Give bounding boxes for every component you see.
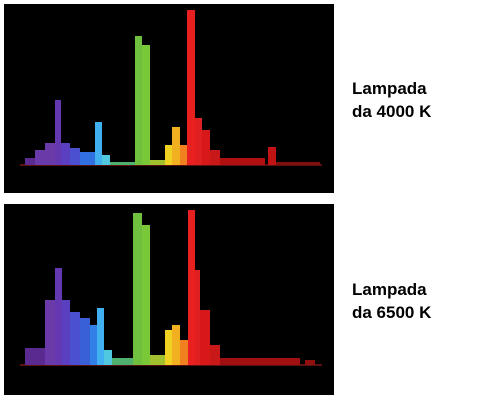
spectral-band <box>195 270 200 365</box>
spectral-band <box>188 210 195 365</box>
spectral-band <box>150 355 165 365</box>
spectral-band <box>45 143 55 165</box>
spectral-band <box>142 45 150 165</box>
spectrum <box>25 10 320 165</box>
spectrum-panel <box>4 204 334 395</box>
spectral-band <box>112 358 133 365</box>
spectrum-panel <box>4 4 334 193</box>
panel-background <box>4 204 334 395</box>
spectral-band <box>45 300 55 365</box>
spectral-band <box>268 147 276 165</box>
spectrum <box>25 210 315 365</box>
spectral-band <box>61 143 70 165</box>
spectral-band <box>80 152 95 165</box>
label-line: da 4000 K <box>352 102 432 121</box>
spectral-band <box>142 225 150 365</box>
spectral-band <box>25 158 35 165</box>
spectral-band <box>135 36 142 165</box>
spectral-band <box>102 155 110 165</box>
spectral-band <box>62 300 70 365</box>
spectral-band <box>70 312 80 365</box>
spectral-band <box>172 325 180 365</box>
spectral-band <box>210 345 220 365</box>
spectral-band <box>305 360 315 365</box>
spectral-band <box>195 118 202 165</box>
spectral-band <box>276 162 320 165</box>
spectral-band <box>95 122 102 165</box>
spectral-band <box>202 130 210 165</box>
spectral-band <box>90 325 97 365</box>
spectral-band <box>200 310 210 365</box>
spectral-band <box>180 145 187 165</box>
spectral-band <box>133 213 142 365</box>
spectral-band <box>150 160 165 165</box>
spectral-band <box>97 308 104 365</box>
spectral-band <box>172 127 180 165</box>
spectral-band <box>220 358 300 365</box>
spectral-band <box>210 150 220 165</box>
spectral-band <box>110 162 135 165</box>
spectral-band <box>104 350 112 365</box>
spectral-band <box>55 268 62 365</box>
spectral-band <box>180 340 188 365</box>
label-line: Lampada <box>352 280 427 299</box>
spectral-band <box>165 330 172 365</box>
spectral-band <box>187 10 195 165</box>
spectral-band <box>70 148 80 165</box>
label-line: Lampada <box>352 79 427 98</box>
label-line: da 6500 K <box>352 303 432 322</box>
spectral-band <box>220 158 265 165</box>
spectral-band <box>165 145 172 165</box>
spectral-band <box>55 100 61 165</box>
spectral-band <box>35 150 45 165</box>
spectral-band <box>25 348 45 365</box>
spectral-band <box>80 318 90 365</box>
